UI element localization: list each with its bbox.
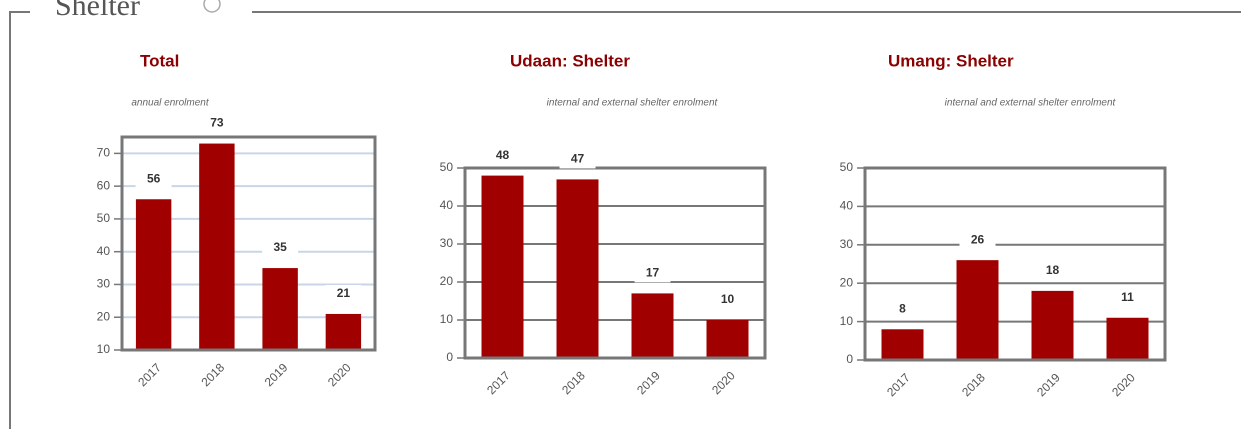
help-icon[interactable] xyxy=(203,0,221,13)
x-tick-label: 2019 xyxy=(262,360,291,389)
y-tick-label: 20 xyxy=(840,275,854,289)
y-tick-label: 10 xyxy=(97,342,111,356)
data-label: 56 xyxy=(147,171,161,185)
y-tick-label: 10 xyxy=(440,312,454,326)
bar xyxy=(262,268,298,350)
data-label-bg xyxy=(1109,288,1146,307)
bar xyxy=(556,179,599,358)
y-tick-label: 0 xyxy=(446,350,453,364)
y-tick-label: 50 xyxy=(440,160,454,174)
data-label: 21 xyxy=(337,286,351,300)
bar xyxy=(135,199,172,350)
data-label: 18 xyxy=(1046,263,1060,277)
data-label-bg xyxy=(884,300,921,319)
data-label-bg xyxy=(1034,261,1071,280)
fieldset-border xyxy=(9,11,30,429)
y-tick-label: 20 xyxy=(440,274,454,288)
chart-title: Udaan: Shelter xyxy=(510,51,630,70)
data-label-bg xyxy=(135,170,172,189)
section-title: Shelter xyxy=(55,0,140,22)
chart-subtitle: internal and external shelter enrolment xyxy=(547,98,719,109)
data-label-bg xyxy=(559,150,596,169)
y-tick-label: 40 xyxy=(840,199,854,213)
y-tick-label: 30 xyxy=(440,236,454,250)
y-tick-label: 50 xyxy=(97,211,111,225)
y-tick-label: 40 xyxy=(440,198,454,212)
y-tick-label: 30 xyxy=(840,237,854,251)
data-label-bg xyxy=(325,284,362,303)
data-label-bg xyxy=(198,114,235,133)
data-label: 10 xyxy=(721,292,735,306)
x-tick-label: 2017 xyxy=(484,368,513,397)
data-label-bg xyxy=(959,231,996,250)
x-tick-label: 2017 xyxy=(884,370,913,399)
bar xyxy=(956,260,999,360)
chart-title: Umang: Shelter xyxy=(888,51,1014,70)
y-tick-label: 70 xyxy=(97,146,111,160)
data-label: 35 xyxy=(273,240,287,254)
bar xyxy=(1106,317,1149,360)
data-label: 47 xyxy=(571,152,585,166)
y-tick-label: 60 xyxy=(97,178,111,192)
plot-border xyxy=(863,166,1167,362)
bar xyxy=(325,313,362,350)
plot-border xyxy=(463,166,767,360)
x-tick-label: 2020 xyxy=(325,360,354,389)
bar xyxy=(481,175,524,358)
data-label: 8 xyxy=(899,301,906,315)
data-label-bg xyxy=(634,264,671,283)
y-tick-label: 0 xyxy=(846,352,853,366)
y-tick-label: 40 xyxy=(97,244,111,258)
data-label: 73 xyxy=(210,116,224,130)
bar xyxy=(1031,290,1074,360)
data-label: 17 xyxy=(646,266,660,280)
data-label: 11 xyxy=(1121,290,1134,304)
bar xyxy=(881,329,924,360)
bar xyxy=(631,293,674,358)
x-tick-label: 2020 xyxy=(1109,370,1138,399)
plot-border xyxy=(120,135,377,352)
y-tick-label: 10 xyxy=(840,314,854,328)
x-tick-label: 2019 xyxy=(634,368,663,397)
bar xyxy=(706,320,749,358)
data-label-bg xyxy=(262,239,299,258)
y-tick-label: 50 xyxy=(840,160,854,174)
x-tick-label: 2018 xyxy=(559,368,588,397)
x-tick-label: 2018 xyxy=(959,370,988,399)
data-label: 48 xyxy=(496,148,510,162)
chart-title: Total xyxy=(140,51,179,70)
data-label-bg xyxy=(709,291,746,309)
x-tick-label: 2020 xyxy=(709,368,738,397)
chart-subtitle: internal and external shelter enrolment xyxy=(945,98,1117,109)
x-tick-label: 2018 xyxy=(198,360,227,389)
data-label: 26 xyxy=(971,232,985,246)
data-label-bg xyxy=(484,146,521,165)
bar xyxy=(199,143,235,350)
y-tick-label: 30 xyxy=(97,277,111,291)
x-tick-label: 2019 xyxy=(1034,370,1063,399)
x-tick-label: 2017 xyxy=(135,360,164,389)
chart-subtitle: annual enrolment xyxy=(131,98,209,109)
y-tick-label: 20 xyxy=(97,309,111,323)
